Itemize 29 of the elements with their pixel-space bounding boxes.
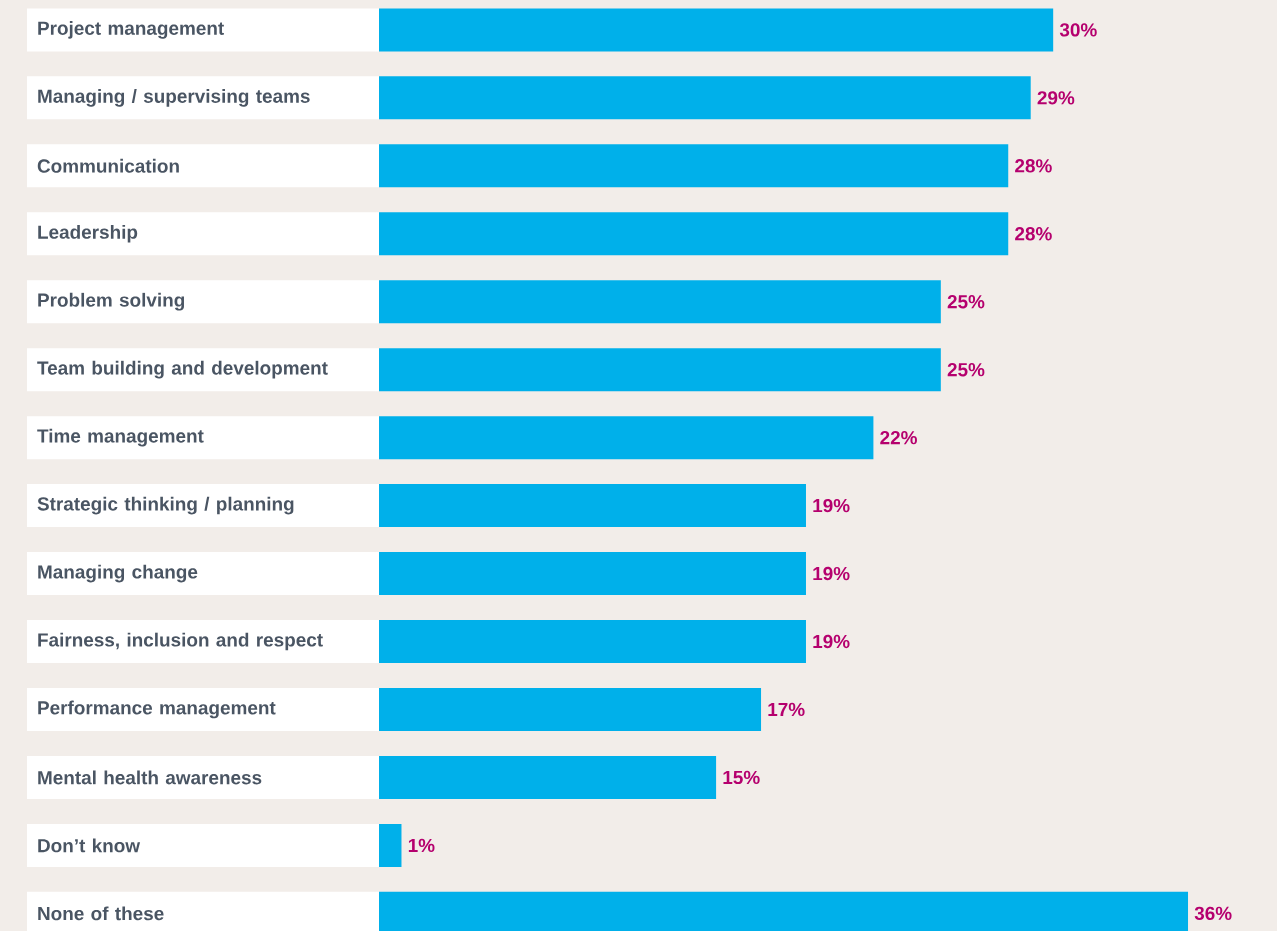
y-tick-label: Fairness, inclusion and respect [38,632,323,651]
data-label: 28% [1015,227,1052,241]
data-label: 30% [1059,23,1097,37]
y-tick-label: Managing / supervising teams [38,88,310,107]
bar [379,823,402,867]
data-label: 17% [768,702,805,717]
y-tick-label: Time management [37,428,204,447]
y-tick-label: Team building and development [37,360,328,379]
data-label: 19% [813,634,850,649]
data-label: 1% [408,838,435,853]
data-label: 29% [1037,91,1075,105]
y-tick-label: Don’t know [38,838,141,853]
y-tick-label: None of these [38,906,164,921]
y-tick-label: Mental health awareness [38,770,262,785]
data-label: 28% [1015,159,1052,173]
data-label: 25% [947,295,985,309]
y-tick-label: Leadership [38,224,138,243]
y-tick-label: Communication [37,158,179,173]
data-label: 22% [880,430,917,445]
data-label: 19% [813,498,850,513]
data-label: 15% [723,770,760,785]
y-tick-label: Managing change [38,564,198,583]
y-tick-label: Strategic thinking / planning [37,496,294,515]
y-tick-label: Performance management [38,700,276,719]
data-label: 25% [947,362,985,377]
data-label: 19% [813,566,850,581]
y-tick-label: Project management [38,21,224,39]
y-tick-label: Problem solving [38,292,185,311]
data-label: 36% [1194,906,1232,921]
